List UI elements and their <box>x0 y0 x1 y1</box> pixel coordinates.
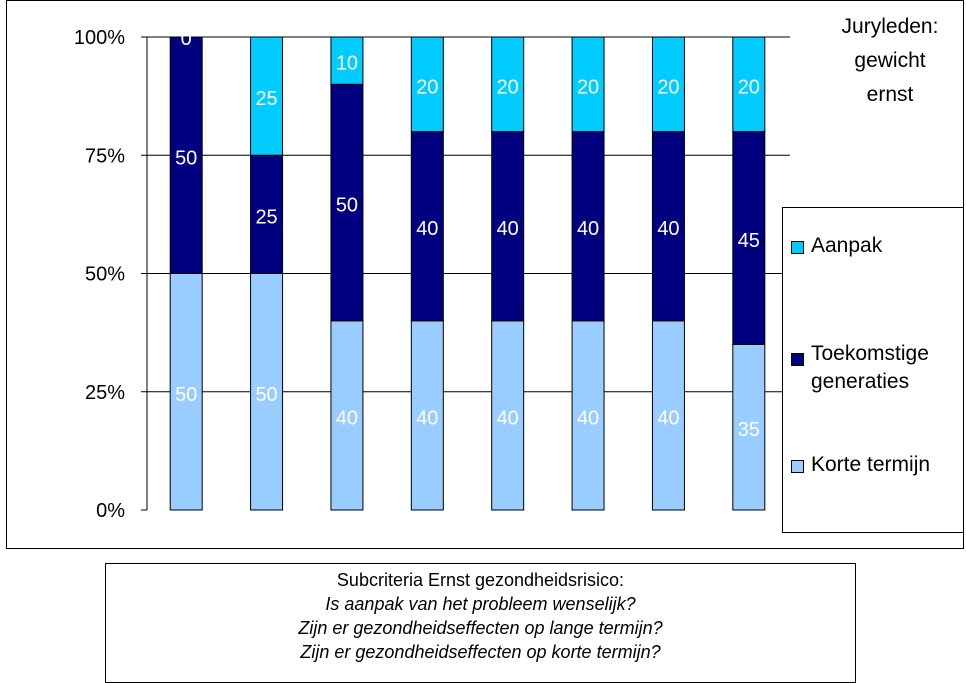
caption-heading: Subcriteria Ernst gezondheidsrisico: <box>336 570 625 590</box>
caption-question-1: Is aanpak van het probleem wenselijk? <box>325 594 636 614</box>
legend-swatch-toekomstige-generaties <box>791 353 804 366</box>
data-label: 40 <box>416 407 438 429</box>
data-label: 40 <box>416 218 438 240</box>
data-label: 50 <box>175 384 197 406</box>
bar-segment <box>330 36 364 85</box>
y-tick-label: 100% <box>74 27 125 49</box>
corner-title-line-1: Juryleden: <box>841 15 939 38</box>
y-tick-label: 75% <box>85 145 125 167</box>
legend-label-korte-termijn: Korte termijn <box>811 453 931 476</box>
legend-label-toekomstige-line-1: Toekomstige <box>811 342 929 365</box>
bar-segment <box>571 131 605 322</box>
bar-segment <box>571 36 605 133</box>
bar-segment <box>491 131 525 322</box>
y-tick-label: 0% <box>96 500 125 522</box>
bar-segment <box>410 320 444 511</box>
chart-corner-title: Juryleden: gewicht ernst <box>830 10 950 112</box>
caption-question-2: Zijn er gezondheidseffecten op lange ter… <box>298 618 663 638</box>
y-tick-label: 50% <box>85 264 125 286</box>
data-label: 35 <box>738 419 760 441</box>
bar-segment <box>330 83 364 322</box>
data-label: 40 <box>657 407 679 429</box>
bar-segment <box>491 320 525 511</box>
legend-swatch-korte-termijn <box>791 460 804 473</box>
chart-legend: Aanpak Toekomstige generaties Korte term… <box>782 207 964 533</box>
data-label: 0 <box>181 28 192 50</box>
bar-segment <box>410 36 444 133</box>
data-label: 50 <box>255 384 277 406</box>
bar-segment <box>651 36 685 133</box>
bar-segment <box>169 273 203 511</box>
data-label: 20 <box>416 76 438 98</box>
data-label: 20 <box>497 76 519 98</box>
bar-segment <box>410 131 444 322</box>
data-label: 40 <box>497 407 519 429</box>
corner-title-line-3: ernst <box>866 83 914 106</box>
bar-segment <box>330 320 364 511</box>
data-label: 45 <box>738 230 760 252</box>
data-label: 40 <box>497 218 519 240</box>
data-label: 25 <box>255 206 277 228</box>
bar-segment <box>732 131 766 345</box>
data-label: 40 <box>657 218 679 240</box>
bar-segment <box>491 36 525 133</box>
legend-label-toekomstige-line-2: generaties <box>811 370 910 393</box>
data-label: 20 <box>657 76 679 98</box>
bar-segment <box>732 343 766 511</box>
data-label: 20 <box>577 76 599 98</box>
bar-segment <box>169 36 203 274</box>
legend-label-aanpak: Aanpak <box>811 234 883 257</box>
data-label: 10 <box>336 53 358 75</box>
data-label: 20 <box>738 76 760 98</box>
corner-title-line-2: gewicht <box>854 49 926 72</box>
data-label: 25 <box>255 88 277 110</box>
data-label: 50 <box>336 195 358 217</box>
caption-question-3: Zijn er gezondheidseffecten op korte ter… <box>300 642 661 662</box>
y-tick-label: 25% <box>85 382 125 404</box>
bar-segment <box>651 131 685 322</box>
bar-segment <box>250 36 284 156</box>
data-label: 50 <box>175 147 197 169</box>
legend-swatch-aanpak <box>791 241 804 254</box>
bar-segment <box>651 320 685 511</box>
data-label: 40 <box>336 407 358 429</box>
caption-box: Subcriteria Ernst gezondheidsrisico: Is … <box>105 563 856 683</box>
data-label: 40 <box>577 218 599 240</box>
bar-segment <box>732 36 766 133</box>
data-label: 40 <box>577 407 599 429</box>
